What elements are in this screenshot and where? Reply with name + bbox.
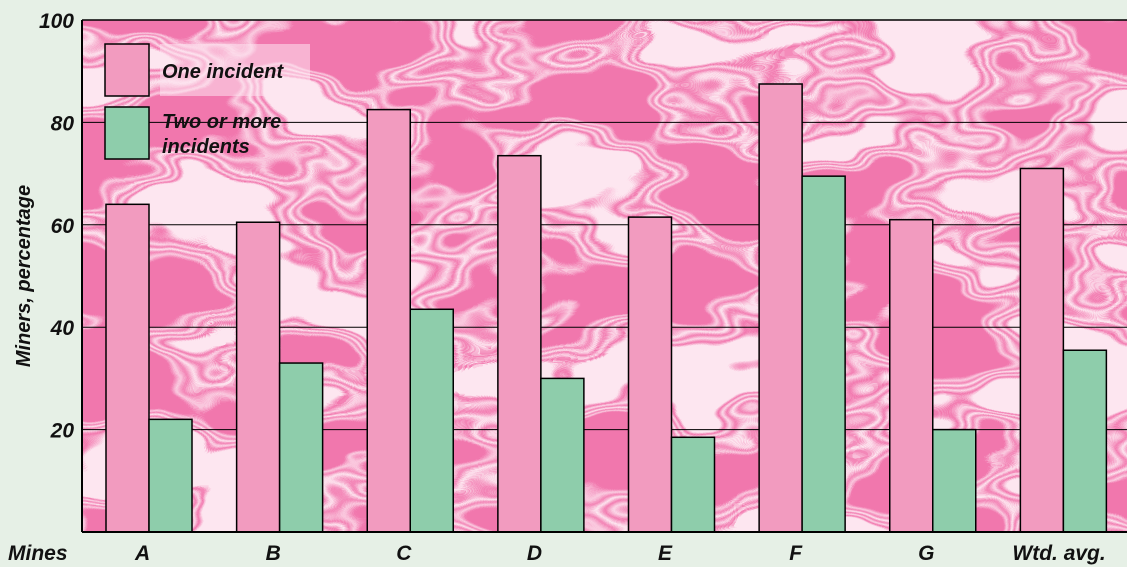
x-category-label-d: D <box>527 542 542 565</box>
x-category-label-e: E <box>658 542 673 565</box>
legend-swatch-two-or-more <box>104 106 150 160</box>
bar-one-incident-e <box>627 216 673 533</box>
y-tick-label-60: 60 <box>51 215 75 238</box>
bar-two-or-more-incidents-d <box>540 377 585 533</box>
x-axis-prefix-label: Mines <box>8 542 68 565</box>
bar-two-or-more-incidents-f <box>801 175 846 533</box>
x-category-label-b: B <box>266 542 281 565</box>
x-category-label-a: A <box>134 542 150 565</box>
y-tick-label-100: 100 <box>39 10 74 33</box>
bar-two-or-more-incidents-c <box>409 308 454 533</box>
y-tick-labels: 20 40 60 80 100 <box>39 10 74 443</box>
y-axis-title: Miners, percentage <box>13 185 35 367</box>
legend-label-two-or-more-line1: Two or more <box>162 111 281 133</box>
legend-background-one <box>160 44 310 96</box>
x-category-label-g: G <box>918 542 934 565</box>
bar-one-incident-g <box>889 218 934 533</box>
y-tick-label-40: 40 <box>50 317 75 340</box>
bar-two-or-more-incidents-wtd-avg- <box>1062 349 1108 533</box>
bar-one-incident-a <box>105 203 150 533</box>
bar-two-or-more-incidents-e <box>670 436 716 533</box>
legend: One incident Two or more incidents <box>104 43 310 160</box>
x-category-label-f: F <box>789 542 803 565</box>
legend-label-one-incident: One incident <box>162 61 284 83</box>
bar-one-incident-f <box>758 83 803 533</box>
bar-two-or-more-incidents-a <box>148 418 193 533</box>
y-tick-label-20: 20 <box>50 420 75 443</box>
bar-two-or-more-incidents-b <box>278 362 324 533</box>
legend-label-two-or-more: Two or more incidents <box>162 111 287 158</box>
axes <box>81 19 1127 533</box>
bar-one-incident-wtd-avg- <box>1019 167 1065 533</box>
x-category-labels: A B C D E F G Wtd. avg. <box>134 542 1106 565</box>
x-category-label-wtd-avg-: Wtd. avg. <box>1012 542 1105 565</box>
y-tick-label-80: 80 <box>51 112 75 135</box>
bar-one-incident-d <box>497 154 542 533</box>
bar-two-or-more-incidents-g <box>932 428 977 533</box>
x-category-label-c: C <box>396 542 412 565</box>
bar-one-incident-b <box>235 221 281 533</box>
legend-swatch-one-incident <box>104 43 150 97</box>
bar-one-incident-c <box>366 108 411 533</box>
legend-label-two-or-more-line2: incidents <box>162 136 250 158</box>
